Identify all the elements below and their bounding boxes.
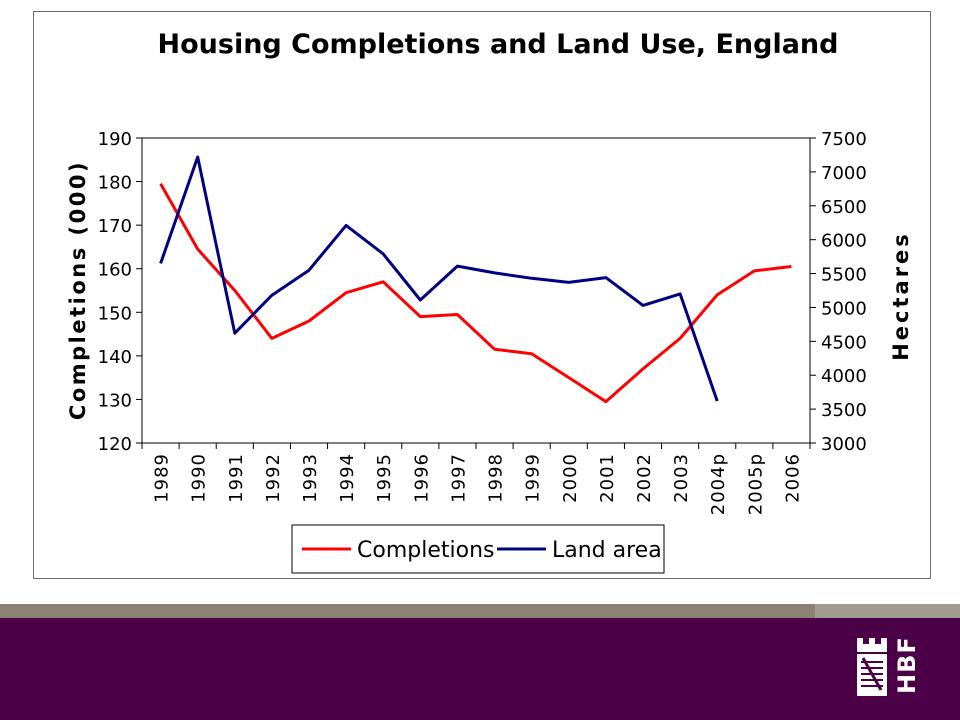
x-tick-label: 1996 (411, 453, 432, 503)
hbf-logo-mark: HBF (857, 632, 923, 704)
y-axis-label: Completions (000) (66, 160, 90, 420)
footer-stripe (0, 604, 815, 618)
x-tick-label: 1995 (374, 453, 395, 503)
x-tick-label: 1989 (152, 453, 173, 503)
y2-tick-label: 3000 (821, 434, 867, 455)
y2-tick-label: 6500 (821, 197, 867, 218)
y2-axis-label: Hectares (889, 231, 913, 361)
chart-frame: Housing Completions and Land Use, Englan… (33, 11, 931, 579)
x-tick-label: 2000 (560, 453, 581, 503)
y-tick-label: 130 (98, 390, 132, 411)
y-tick-label: 140 (98, 347, 132, 368)
y2-tick-label: 4500 (821, 332, 867, 353)
series-lines (159, 155, 792, 404)
hbf-logo: HBF (815, 618, 960, 720)
x-tick-label: 1991 (226, 453, 247, 503)
legend-box (291, 524, 665, 574)
y2-tick-label: 7000 (821, 163, 867, 184)
x-tick-label: 2001 (597, 453, 618, 503)
hbf-logo-text: HBF (893, 636, 921, 694)
y-tick-label: 170 (98, 216, 132, 237)
x-tick-label: 2006 (782, 453, 803, 503)
x-tick-label: 2004p (708, 453, 729, 515)
x-tick-label: 1999 (523, 453, 544, 503)
x-tick-label: 2002 (634, 453, 655, 503)
y-tick-label: 190 (98, 129, 132, 150)
chart: Housing Completions and Land Use, Englan… (66, 29, 913, 574)
footer-stripe-right (815, 604, 960, 618)
y2-tick-label: 5000 (821, 298, 867, 319)
x-tick-label: 1992 (263, 453, 284, 503)
series-line-land-area (159, 155, 719, 402)
chart-title: Housing Completions and Land Use, Englan… (158, 29, 839, 60)
y-tick-label: 150 (98, 303, 132, 324)
legend-label-completions: Completions (357, 538, 494, 563)
y2-tick-label: 5500 (821, 265, 867, 286)
series-line-completions (159, 183, 792, 404)
x-tick-label: 1994 (337, 453, 358, 503)
y2-tick-label: 6000 (821, 231, 867, 252)
y-tick-label: 160 (98, 260, 132, 281)
y2-tick-label: 7500 (821, 129, 867, 150)
legend-label-land-area: Land area (552, 538, 662, 563)
x-tick-label: 2003 (671, 453, 692, 503)
x-tick-label: 1997 (448, 453, 469, 503)
legend: Completions Land area (291, 524, 665, 574)
y2-tick-label: 3500 (821, 400, 867, 421)
y-tick-label: 120 (98, 434, 132, 455)
x-tick-label: 1990 (189, 453, 210, 503)
axes: 120 130 140 150 160 170 180 190 3000 3500 4000 4500… (98, 129, 867, 515)
footer-band (0, 618, 815, 720)
y-tick-label: 180 (98, 173, 132, 194)
y2-tick-label: 4000 (821, 366, 867, 387)
x-tick-label: 1998 (486, 453, 507, 503)
x-tick-label: 1993 (300, 453, 321, 503)
x-tick-label: 2005p (745, 453, 766, 515)
